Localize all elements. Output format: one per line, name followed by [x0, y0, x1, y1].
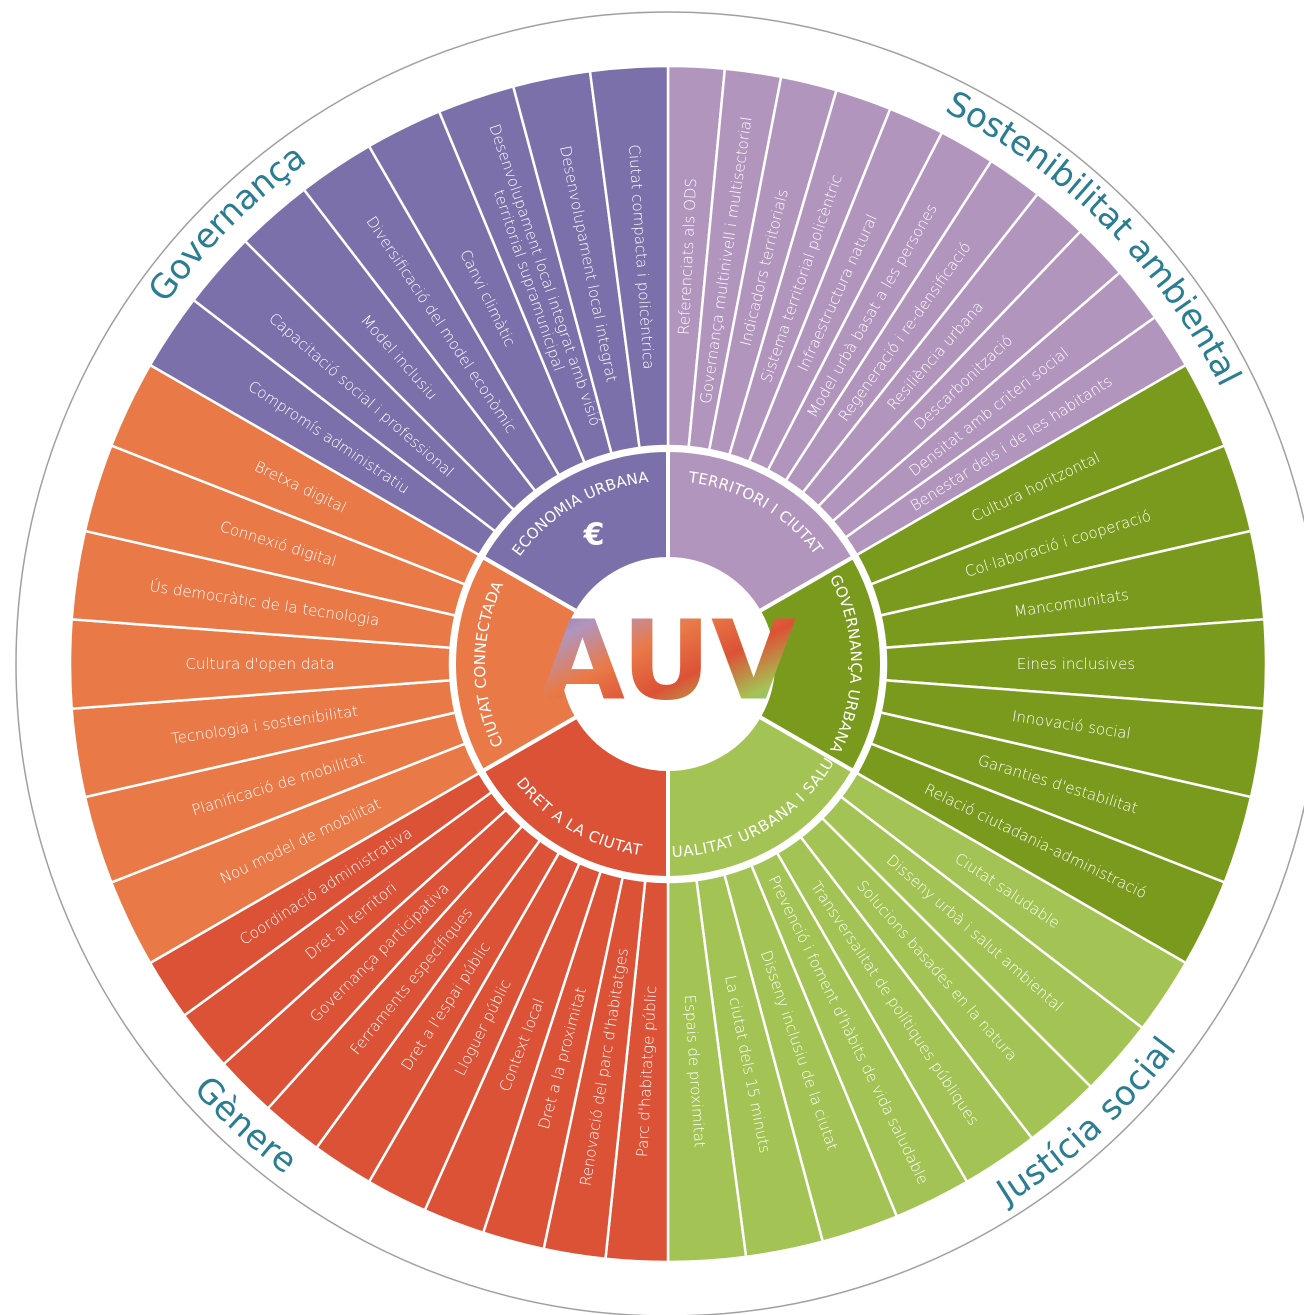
item-label: Cultura d'open data: [185, 655, 334, 673]
item-label: Eines inclusives: [1017, 655, 1135, 673]
sector-ring: [452, 554, 580, 774]
sector-ring: [756, 554, 884, 774]
outer-ring: [15, 11, 1304, 1315]
center-disc: [565, 561, 771, 767]
sector-ring: [479, 447, 670, 615]
sector-icon: €: [583, 517, 605, 552]
center-logo: AUV: [540, 596, 796, 724]
item-wedge: [588, 64, 670, 450]
sector-ring: [666, 713, 857, 881]
sector-ring: [479, 713, 670, 881]
sector-ring: [666, 447, 857, 615]
